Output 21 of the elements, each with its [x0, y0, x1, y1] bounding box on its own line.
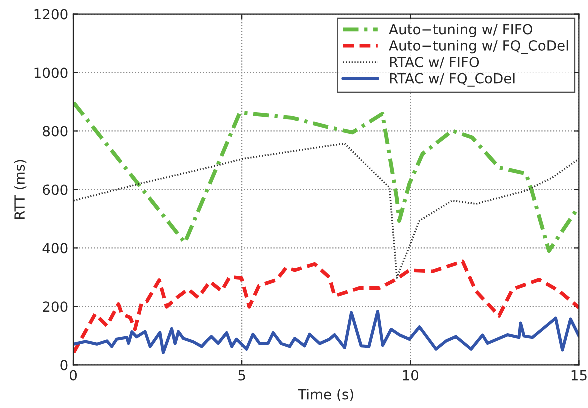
legend-label: RTAC w/ FQ_CoDel: [390, 73, 515, 87]
y-axis-title: RTT (ms): [14, 160, 27, 220]
x-tick-label: 10: [403, 370, 419, 381]
y-tick-label: 1200: [34, 9, 68, 20]
line-series: [74, 142, 580, 279]
legend-label: RTAC w/ FIFO: [390, 57, 480, 69]
x-axis-title: Time (s): [298, 389, 354, 402]
y-tick-label: 0: [60, 360, 68, 371]
x-tick-label: 15: [572, 370, 587, 381]
x-tick-label: 5: [238, 370, 246, 381]
y-tick-label: 400: [42, 243, 68, 254]
y-tick-label: 800: [43, 126, 68, 137]
line-series: [74, 310, 580, 354]
x-tick-label: 0: [70, 370, 77, 381]
y-tick-label: 1000: [34, 68, 68, 78]
line-series: [74, 100, 580, 254]
legend-label: Auto−tuning w/ FQ_CoDel: [389, 40, 568, 54]
line-series: [74, 260, 580, 355]
y-tick-label: 600: [43, 184, 68, 196]
y-tick-label: 200: [43, 302, 68, 312]
legend-label: Auto−tuning w/ FIFO: [389, 24, 533, 38]
